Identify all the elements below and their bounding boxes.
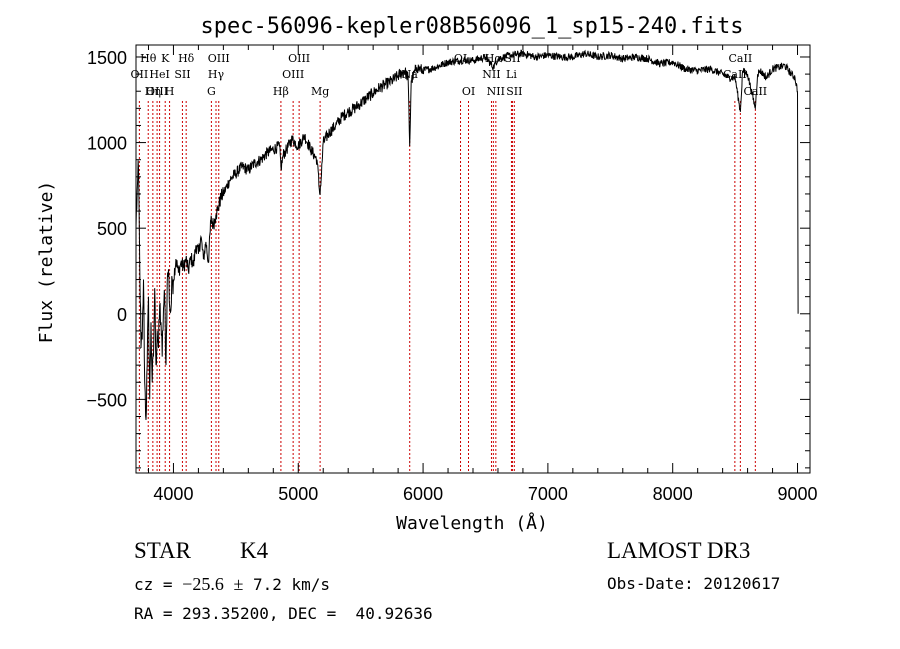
y-tick-label: 1000 bbox=[87, 134, 127, 154]
line-marker-label: Hθ bbox=[140, 52, 157, 65]
line-marker-label: NII bbox=[487, 85, 505, 98]
cz-value: −25.6 bbox=[182, 574, 224, 594]
chart-title: spec-56096-kepler08B56096_1_sp15-240.fit… bbox=[200, 14, 743, 39]
line-marker-label: Mg bbox=[311, 85, 329, 98]
obs-date: Obs-Date: 20120617 bbox=[607, 574, 781, 593]
y-tick-label: 1500 bbox=[87, 48, 127, 68]
line-marker-label: HeI bbox=[149, 68, 169, 81]
line-marker-label: SII bbox=[506, 85, 522, 98]
line-marker-label: Hγ bbox=[208, 68, 225, 81]
survey-name: LAMOST DR3 bbox=[607, 538, 751, 563]
y-axis-label: Flux (relative) bbox=[36, 181, 57, 344]
y-tick-label: 500 bbox=[97, 219, 127, 239]
cz-prefix: cz = bbox=[134, 575, 183, 594]
line-marker-label: K bbox=[161, 52, 170, 65]
line-marker-label: SII bbox=[174, 68, 190, 81]
line-marker-label: OI bbox=[454, 52, 467, 65]
tick-labels: 4000 5000 6000 7000 8000 9000 −500 0 500 1000 1500 bbox=[86, 48, 817, 504]
x-tick-label: 4000 bbox=[153, 484, 193, 504]
axis-ticks bbox=[136, 45, 810, 473]
line-marker-label: OIII bbox=[282, 68, 304, 81]
line-marker-label: Hδ bbox=[178, 52, 195, 65]
line-marker-label: H bbox=[165, 85, 175, 98]
series-group bbox=[135, 49, 799, 420]
x-tick-label: 7000 bbox=[528, 484, 568, 504]
object-subclass: K4 bbox=[240, 538, 269, 563]
line-marker-label: OI bbox=[462, 85, 475, 98]
spectrum-line bbox=[135, 49, 799, 420]
x-axis-label: Wavelength (Å) bbox=[396, 512, 548, 534]
object-class: STAR bbox=[134, 538, 191, 563]
line-marker-label: CaII bbox=[729, 52, 753, 65]
y-tick-label: 0 bbox=[117, 305, 127, 325]
x-tick-label: 9000 bbox=[777, 484, 817, 504]
line-marker-label: OIII bbox=[146, 85, 168, 98]
line-marker-label: OIII bbox=[208, 52, 230, 65]
y-tick-label: −500 bbox=[86, 390, 127, 410]
line-marker-label: Hβ bbox=[273, 85, 289, 98]
x-tick-label: 5000 bbox=[278, 484, 318, 504]
line-marker-label: OIII bbox=[288, 52, 310, 65]
cz-plus-minus: ± bbox=[233, 574, 244, 594]
line-marker-label: CaII bbox=[743, 85, 767, 98]
cz-error: 7.2 km/s bbox=[253, 575, 331, 594]
x-tick-label: 6000 bbox=[403, 484, 443, 504]
x-tick-label: 8000 bbox=[653, 484, 693, 504]
coordinates: RA = 293.35200, DEC = 40.92636 bbox=[134, 604, 433, 623]
line-marker-label: Li bbox=[506, 68, 517, 81]
line-marker-label: G bbox=[207, 85, 216, 98]
plot-frame bbox=[135, 44, 811, 474]
redshift-line: cz = −25.6 ± 7.2 km/s bbox=[134, 574, 330, 595]
line-marker-label: NII bbox=[482, 68, 500, 81]
line-marker-label: Hη bbox=[145, 85, 161, 98]
